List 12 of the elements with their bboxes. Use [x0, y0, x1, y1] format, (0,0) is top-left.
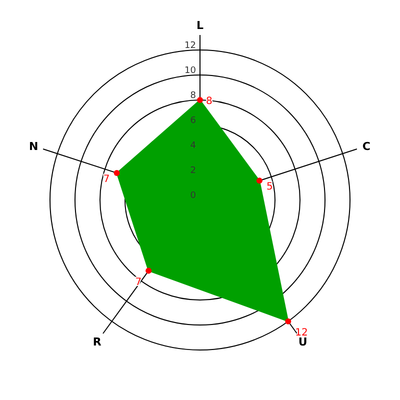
spoke-label: N	[28, 140, 38, 153]
y-tick-label: 6	[190, 116, 196, 126]
spoke-label: C	[362, 140, 370, 153]
y-tick-label: 0	[190, 191, 196, 201]
data-label: 7	[103, 174, 110, 185]
data-label: 5	[266, 182, 273, 193]
y-tick-label: 12	[184, 41, 196, 51]
y-tick-label: 2	[190, 166, 196, 176]
spoke-label: R	[92, 335, 102, 348]
y-tick-label: 4	[190, 141, 196, 151]
spoke-label: L	[196, 18, 204, 32]
y-tick-label: 10	[184, 66, 196, 76]
